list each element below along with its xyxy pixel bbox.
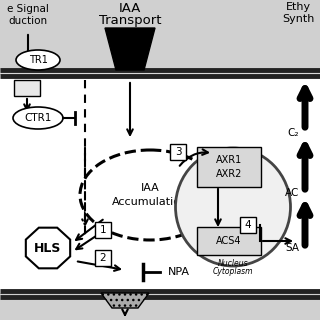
Text: ACS4: ACS4 [216,236,242,246]
Text: AC: AC [284,188,299,198]
Text: 4: 4 [245,220,251,230]
Text: IAA
Accumulation: IAA Accumulation [112,183,188,207]
Bar [0,75,320,295]
Text: Ethy: Ethy [285,2,311,12]
Text: CTR1: CTR1 [24,113,52,123]
Polygon shape [101,293,149,308]
Text: Transport: Transport [99,14,161,27]
Text: AXR2: AXR2 [216,169,242,179]
Polygon shape [26,228,70,268]
Ellipse shape [16,50,60,70]
Text: IAA: IAA [119,2,141,15]
FancyBboxPatch shape [95,250,111,266]
Text: e Signal: e Signal [7,4,49,14]
FancyBboxPatch shape [197,147,261,187]
FancyBboxPatch shape [197,227,261,255]
Text: Cytoplasm: Cytoplasm [213,267,253,276]
Ellipse shape [175,148,291,266]
FancyBboxPatch shape [240,217,256,233]
Text: duction: duction [8,16,48,26]
FancyBboxPatch shape [14,80,40,96]
Text: Synth: Synth [282,14,314,24]
Ellipse shape [13,107,63,129]
Text: AXR1: AXR1 [216,155,242,165]
Bar [0,0,320,70]
Ellipse shape [80,150,220,240]
Text: C₂: C₂ [287,128,299,138]
Text: NPA: NPA [168,267,190,277]
Polygon shape [105,28,155,70]
Text: 2: 2 [100,253,106,263]
FancyBboxPatch shape [95,222,111,238]
FancyBboxPatch shape [170,144,186,160]
Text: SA: SA [285,243,299,253]
Text: HLS: HLS [34,242,62,254]
Text: TR1: TR1 [28,55,47,65]
Text: Nucleus: Nucleus [218,259,248,268]
Text: 3: 3 [175,147,181,157]
Bar [0,293,320,320]
Text: 1: 1 [100,225,106,235]
